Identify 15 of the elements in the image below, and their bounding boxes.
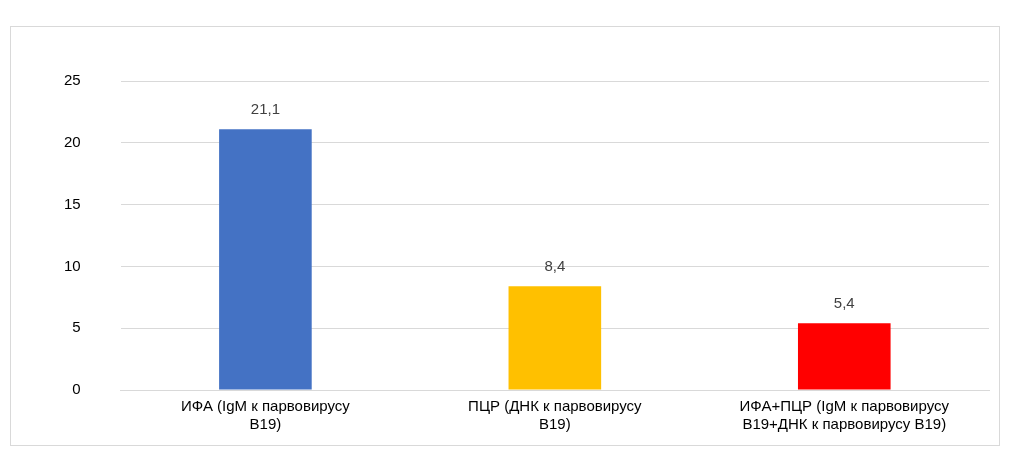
data-label: 5,4 (833, 293, 855, 311)
x-tick-label: ПЦР (ДНК к парвовирусу В19) (468, 397, 643, 433)
bar (219, 129, 312, 390)
y-tick-label: 5 (72, 318, 81, 336)
y-tick-label: 10 (64, 256, 81, 274)
x-tick-label: ИФА+ПЦР (IgM к парвовирусу В19+ДНК к парвовирусу В19) (739, 397, 950, 433)
y-tick-label: 15 (64, 194, 81, 212)
y-tick-label: 20 (64, 132, 81, 150)
data-label: 8,4 (544, 256, 566, 274)
y-tick-label: 25 (64, 71, 81, 89)
bar (508, 286, 602, 390)
data-label: 21,1 (250, 99, 281, 117)
y-tick-label: 0 (72, 380, 81, 398)
x-tick-label: ИФА (IgM к парвовирусу В19) (181, 397, 351, 433)
bar (797, 323, 891, 390)
